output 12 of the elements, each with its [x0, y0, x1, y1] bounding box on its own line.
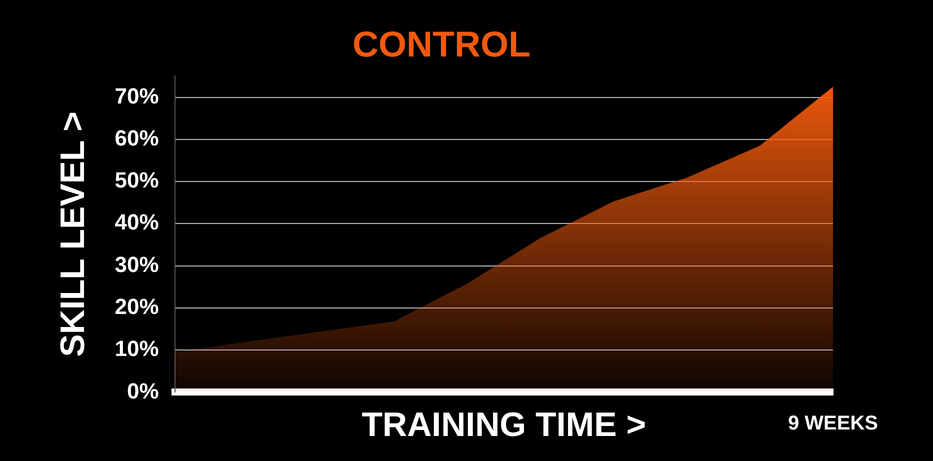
text: 9 WEEKS [788, 412, 878, 435]
y-tick-label: 70% [114, 83, 159, 108]
y-tick-label: 10% [114, 336, 159, 362]
x-axis-title: TRAINING TIME > [362, 406, 646, 444]
chart-title: CONTROL [352, 24, 530, 65]
y-tick-label: 60% [114, 125, 159, 150]
y-tick-label: 50% [114, 168, 159, 193]
y-tick-label: 40% [114, 210, 159, 235]
y-tick-label: 0% [127, 378, 159, 404]
y-tick-label: 30% [114, 252, 159, 277]
y-tick-label: 20% [114, 294, 159, 319]
y-axis-title: SKILL LEVEL > [54, 112, 92, 357]
